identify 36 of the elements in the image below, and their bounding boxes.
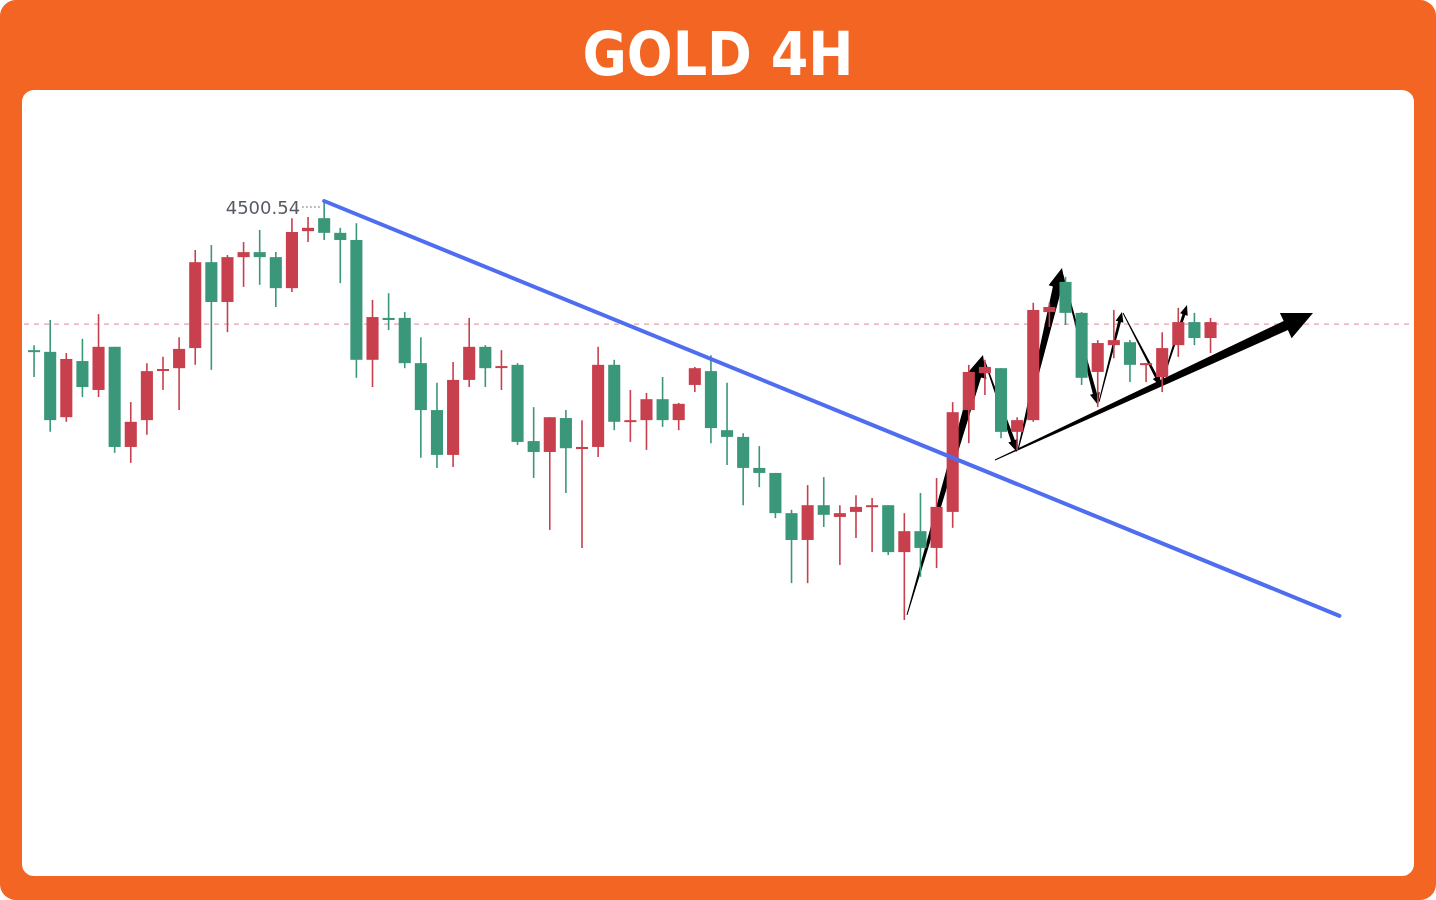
- candlestick: [817, 476, 830, 528]
- candlestick: [1011, 416, 1024, 451]
- candlestick: [978, 359, 991, 396]
- candlestick: [382, 292, 395, 331]
- candlestick: [237, 241, 250, 288]
- candlestick: [156, 356, 170, 391]
- candlestick: [914, 492, 927, 578]
- candlestick: [849, 494, 863, 539]
- candlestick: [1140, 362, 1153, 383]
- candlestick: [640, 392, 653, 451]
- candlestick: [173, 336, 186, 411]
- candlestick: [1123, 339, 1136, 383]
- candlestick: [833, 504, 846, 566]
- annotation: 4500.54: [225, 197, 301, 218]
- candlestick: [656, 376, 669, 428]
- candlestick: [1188, 312, 1201, 346]
- candlestick: [479, 344, 492, 388]
- candlestick: [318, 200, 331, 241]
- candlestick: [1043, 302, 1056, 328]
- candlestick: [527, 406, 540, 479]
- candlestick: [753, 445, 766, 488]
- chart-title: GOLD 4H: [582, 19, 854, 89]
- candlestick: [253, 229, 266, 286]
- candlestick: [672, 402, 685, 431]
- candlestick: [688, 366, 701, 393]
- candlestick: [866, 497, 879, 553]
- candlestick: [28, 344, 41, 378]
- candlestick: [624, 389, 637, 443]
- candlestick: [1107, 309, 1120, 359]
- candlestick: [575, 419, 589, 549]
- candlestick: [495, 349, 508, 391]
- candlestick: [334, 227, 347, 284]
- candlestick: [721, 382, 734, 466]
- candlestick: [898, 512, 911, 621]
- candlestick: [1204, 317, 1217, 354]
- candlestick: [1172, 307, 1185, 358]
